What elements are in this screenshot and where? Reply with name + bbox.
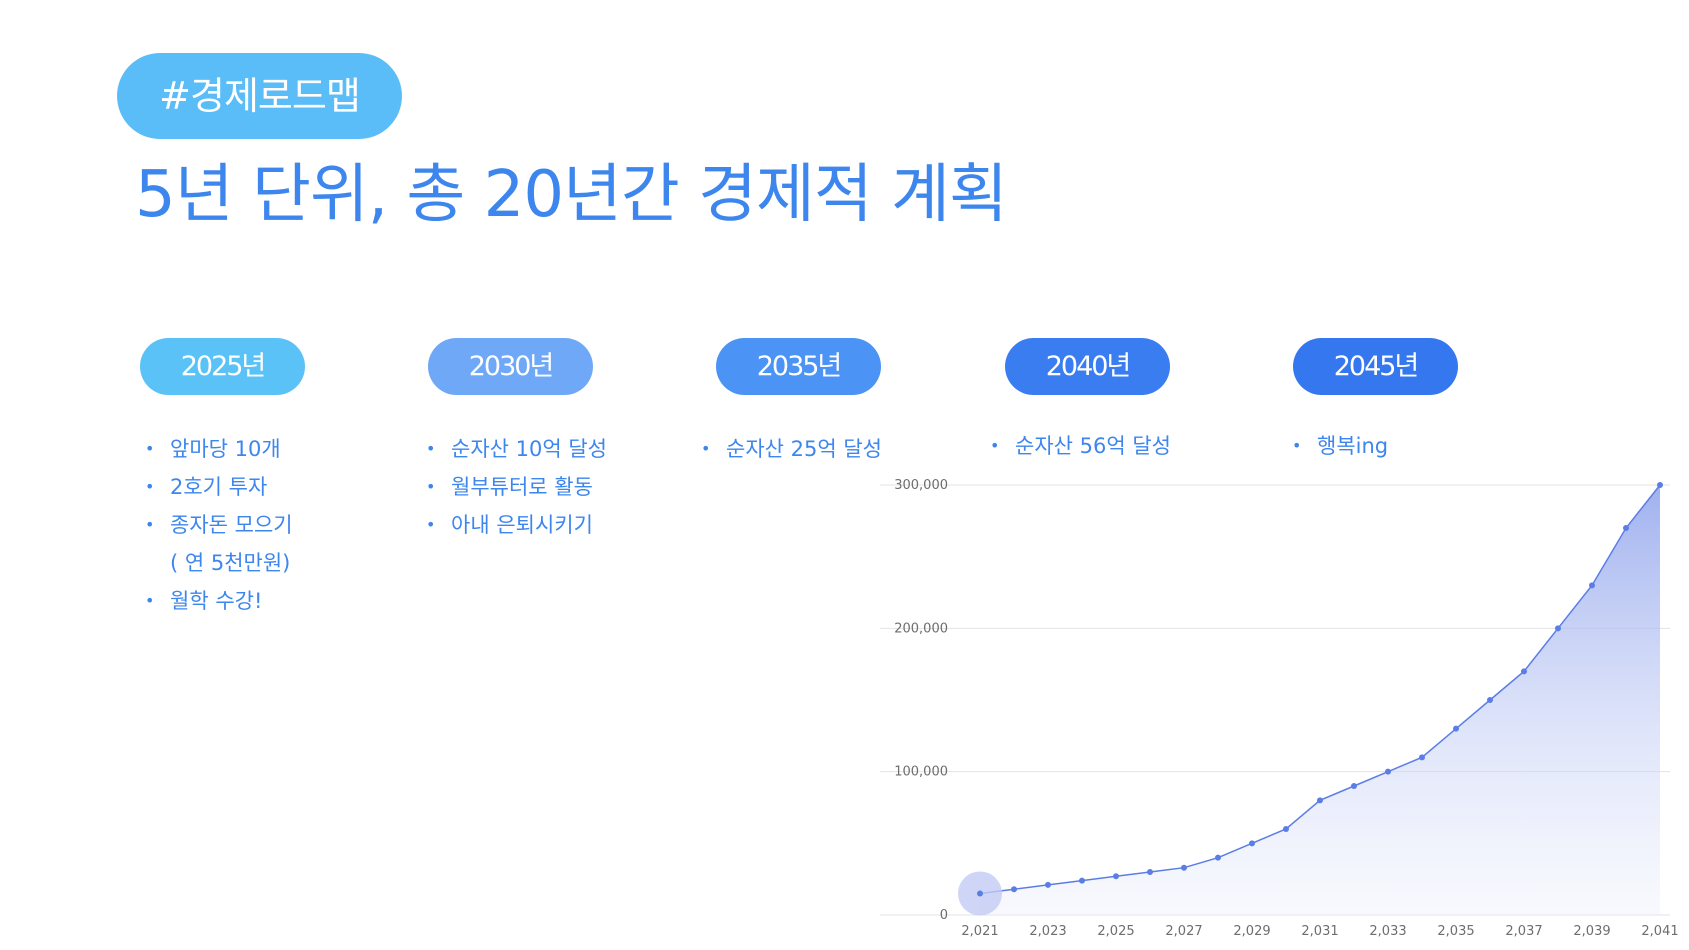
- x-tick-label: 2,031: [1301, 924, 1338, 939]
- y-tick-label: 0: [940, 908, 948, 923]
- year-pill-2045: 2045년: [1293, 338, 1458, 395]
- tag-pill: #경제로드맵: [117, 53, 402, 139]
- data-point: [1453, 725, 1459, 732]
- data-point: [1487, 697, 1493, 703]
- milestone-list-2025: 앞마당 10개 2호기 투자 종자돈 모으기 ( 연 5천만원) 월학 수강!: [145, 430, 293, 620]
- data-point: [1623, 525, 1629, 531]
- data-point: [1351, 783, 1357, 789]
- data-points: [977, 482, 1663, 897]
- x-tick-label: 2,037: [1505, 924, 1542, 939]
- x-tick-label: 2,029: [1233, 924, 1270, 939]
- y-tick-label: 200,000: [894, 621, 948, 636]
- data-point: [1283, 826, 1289, 832]
- list-item: 순자산 56억 달성: [990, 427, 1171, 465]
- list-item: 종자돈 모으기: [145, 506, 293, 544]
- y-tick-label: 300,000: [894, 478, 948, 493]
- list-item: 행복ing: [1292, 427, 1388, 465]
- data-point: [1385, 768, 1391, 775]
- data-point: [1011, 886, 1017, 893]
- x-tick-label: 2,033: [1369, 924, 1406, 939]
- page-title: 5년 단위, 총 20년간 경제적 계획: [135, 158, 1008, 232]
- year-pill-2030: 2030년: [428, 338, 593, 395]
- milestone-list-2040: 순자산 56억 달성: [990, 427, 1171, 465]
- list-item: 순자산 10억 달성: [426, 430, 607, 468]
- data-point: [1249, 840, 1255, 847]
- y-tick-label: 100,000: [894, 765, 948, 780]
- list-item: 순자산 25억 달성: [701, 430, 882, 468]
- list-item: 2호기 투자: [145, 468, 293, 506]
- list-item: 아내 은퇴시키기: [426, 506, 607, 544]
- x-tick-label: 2,027: [1165, 924, 1202, 939]
- data-point: [1657, 482, 1663, 488]
- data-point: [1181, 864, 1187, 871]
- milestone-list-2035: 순자산 25억 달성: [701, 430, 882, 468]
- data-point: [1317, 797, 1323, 804]
- x-tick-label: 2,021: [961, 924, 998, 939]
- list-item-continuation: ( 연 5천만원): [170, 551, 291, 575]
- year-pill-2035: 2035년: [716, 338, 881, 395]
- data-point: [977, 890, 983, 897]
- data-point: [1045, 881, 1051, 888]
- year-pill-2040: 2040년: [1005, 338, 1170, 395]
- x-tick-label: 2,039: [1573, 924, 1610, 939]
- area-fill: [980, 485, 1660, 915]
- list-item: 앞마당 10개: [145, 430, 293, 468]
- list-item: 월부튜터로 활동: [426, 468, 607, 506]
- data-point: [1147, 869, 1153, 875]
- data-point: [1079, 877, 1085, 884]
- milestone-list-2045: 행복ing: [1292, 427, 1388, 465]
- data-point: [1555, 625, 1561, 632]
- x-axis: 2,021 2,023 2,025 2,027 2,029 2,031 2,033 2,035…: [961, 924, 1678, 939]
- data-point: [1113, 873, 1119, 880]
- data-point: [1521, 668, 1527, 675]
- year-pill-2025: 2025년: [140, 338, 305, 395]
- data-point: [1419, 754, 1425, 761]
- data-point: [1215, 854, 1221, 861]
- y-axis: 0 100,000 200,000 300,000: [894, 478, 948, 923]
- x-tick-label: 2,035: [1437, 924, 1474, 939]
- milestone-list-2030: 순자산 10억 달성 월부튜터로 활동 아내 은퇴시키기: [426, 430, 607, 544]
- x-tick-label: 2,025: [1097, 924, 1134, 939]
- list-item: 월학 수강!: [145, 582, 293, 620]
- data-point: [1589, 582, 1595, 589]
- x-tick-label: 2,041: [1641, 924, 1678, 939]
- x-tick-label: 2,023: [1029, 924, 1066, 939]
